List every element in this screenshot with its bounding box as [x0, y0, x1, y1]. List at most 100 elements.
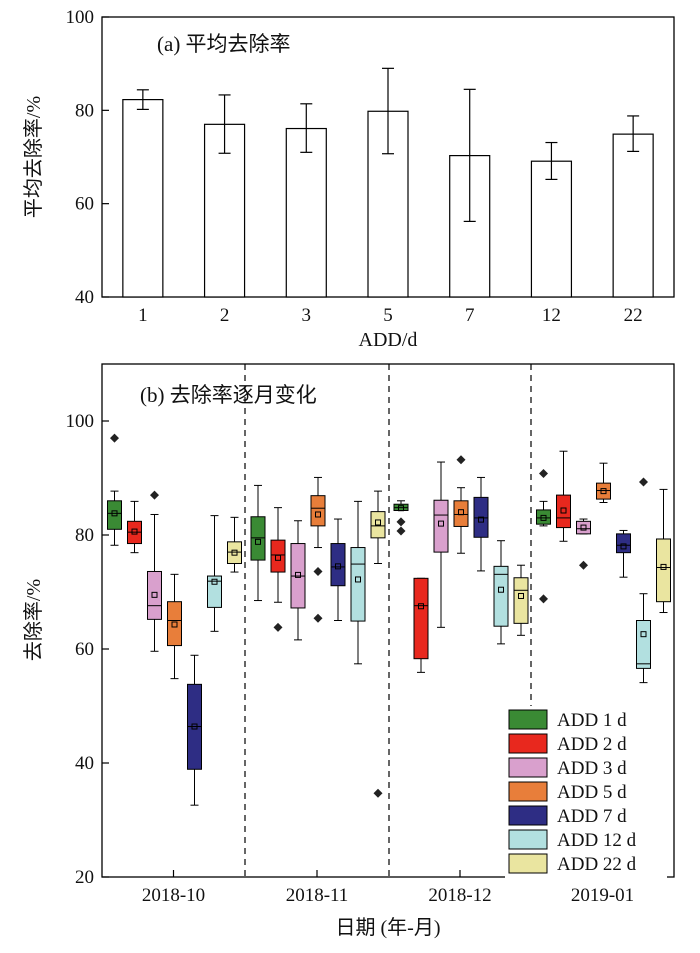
legend-swatch	[508, 853, 548, 874]
outlier-point	[110, 433, 119, 443]
outlier-point	[639, 477, 648, 487]
mean-marker	[600, 488, 607, 495]
legend-swatch	[508, 805, 548, 826]
mean-marker	[398, 505, 404, 512]
mean-marker	[438, 520, 444, 527]
box	[147, 570, 162, 620]
x-tick-label: 2018-11	[286, 885, 349, 906]
x-tick-label: 2018-12	[428, 885, 491, 906]
panel-a-title: (a) 平均去除率	[157, 32, 291, 56]
x-tick-label: 22	[624, 305, 643, 326]
legend-label: ADD 3 d	[557, 758, 627, 779]
legend-swatch	[508, 733, 548, 754]
mean-marker	[418, 603, 424, 610]
box	[493, 565, 509, 627]
bar	[285, 127, 327, 298]
box	[636, 620, 651, 669]
outlier-point	[396, 517, 406, 527]
legend-label: ADD 7 d	[557, 806, 627, 827]
box	[270, 539, 286, 573]
legend-label: ADD 12 d	[557, 830, 637, 851]
mean-marker	[518, 592, 524, 599]
mean-marker	[171, 621, 178, 628]
box	[310, 495, 326, 527]
mean-marker	[640, 631, 647, 638]
panel-a-x-axis-label: ADD/d	[359, 329, 418, 351]
box	[250, 516, 266, 561]
box	[556, 494, 571, 529]
mean-marker	[231, 549, 238, 556]
box	[350, 547, 366, 622]
legend-swatch	[508, 757, 548, 778]
box	[453, 500, 469, 527]
x-tick-label: 7	[465, 305, 475, 326]
legend-swatch	[508, 829, 548, 850]
panel-b-box-chart: (b) 去除率逐月变化 日期 (年-月) 去除率/% 2040608010020…	[22, 363, 675, 939]
mean-marker	[151, 591, 158, 598]
mean-marker	[315, 511, 321, 518]
legend-label: ADD 5 d	[557, 782, 627, 803]
outlier-point	[273, 622, 283, 632]
panel-b-legend: ADD 1 d ADD 2 d ADD 3 d ADD 5 d ADD 7 d ADD 1…	[505, 706, 667, 880]
x-tick-label: 2	[220, 305, 230, 326]
outlier-point	[539, 594, 548, 604]
mean-marker	[478, 516, 484, 523]
outlier-point	[396, 526, 406, 536]
panel-b-month-dividers	[244, 364, 532, 877]
mean-marker	[275, 554, 281, 561]
outlier-point	[313, 613, 323, 623]
mean-marker	[355, 576, 361, 583]
mean-marker	[255, 538, 261, 545]
y-tick-label: 80	[75, 525, 94, 546]
x-tick-label: 12	[542, 305, 561, 326]
bar	[612, 133, 654, 298]
x-tick-label: 5	[383, 305, 393, 326]
panel-b-frame	[101, 363, 675, 878]
mean-marker	[335, 563, 341, 570]
box	[513, 577, 529, 624]
mean-marker	[620, 543, 627, 550]
x-tick-label: 2018-10	[142, 885, 205, 906]
panel-b-x-axis-label: 日期 (年-月)	[336, 916, 441, 939]
panel-b-boxes	[107, 433, 671, 806]
panel-a-bars	[122, 67, 654, 298]
panel-b-title: (b) 去除率逐月变化	[140, 383, 317, 407]
x-tick-label: 1	[138, 305, 148, 326]
mean-marker	[580, 524, 587, 531]
legend-swatch	[508, 781, 548, 802]
y-tick-label: 60	[75, 639, 94, 660]
mean-marker	[540, 514, 547, 521]
legend-label: ADD 22 d	[557, 854, 637, 875]
box	[616, 533, 631, 554]
panel-b-y-axis-label: 去除率/%	[22, 579, 45, 661]
panel-b-ticks: 20 40 60 80 100 2018-10 2018-11 2018-12 2019-01	[66, 411, 635, 906]
mean-marker	[111, 510, 118, 517]
box	[107, 500, 122, 530]
outlier-point	[456, 455, 466, 465]
bar	[367, 110, 409, 298]
box	[413, 577, 429, 660]
mean-marker	[131, 528, 138, 535]
box	[207, 575, 222, 608]
box	[167, 601, 182, 647]
mean-marker	[191, 723, 198, 730]
mean-marker	[458, 509, 464, 516]
mean-marker	[211, 578, 218, 585]
outlier-point	[150, 490, 159, 500]
legend-label: ADD 1 d	[557, 710, 627, 731]
box	[656, 538, 671, 603]
mean-marker	[375, 519, 381, 526]
mean-marker	[560, 507, 567, 514]
outlier-point	[313, 566, 323, 576]
mean-marker	[660, 563, 667, 570]
outlier-point	[579, 560, 588, 570]
box	[536, 509, 551, 525]
box	[330, 543, 346, 587]
x-tick-label: 3	[302, 305, 312, 326]
y-tick-label: 100	[66, 411, 95, 432]
mean-marker	[498, 586, 504, 593]
mean-marker	[295, 571, 301, 578]
y-tick-label: 100	[66, 7, 95, 28]
